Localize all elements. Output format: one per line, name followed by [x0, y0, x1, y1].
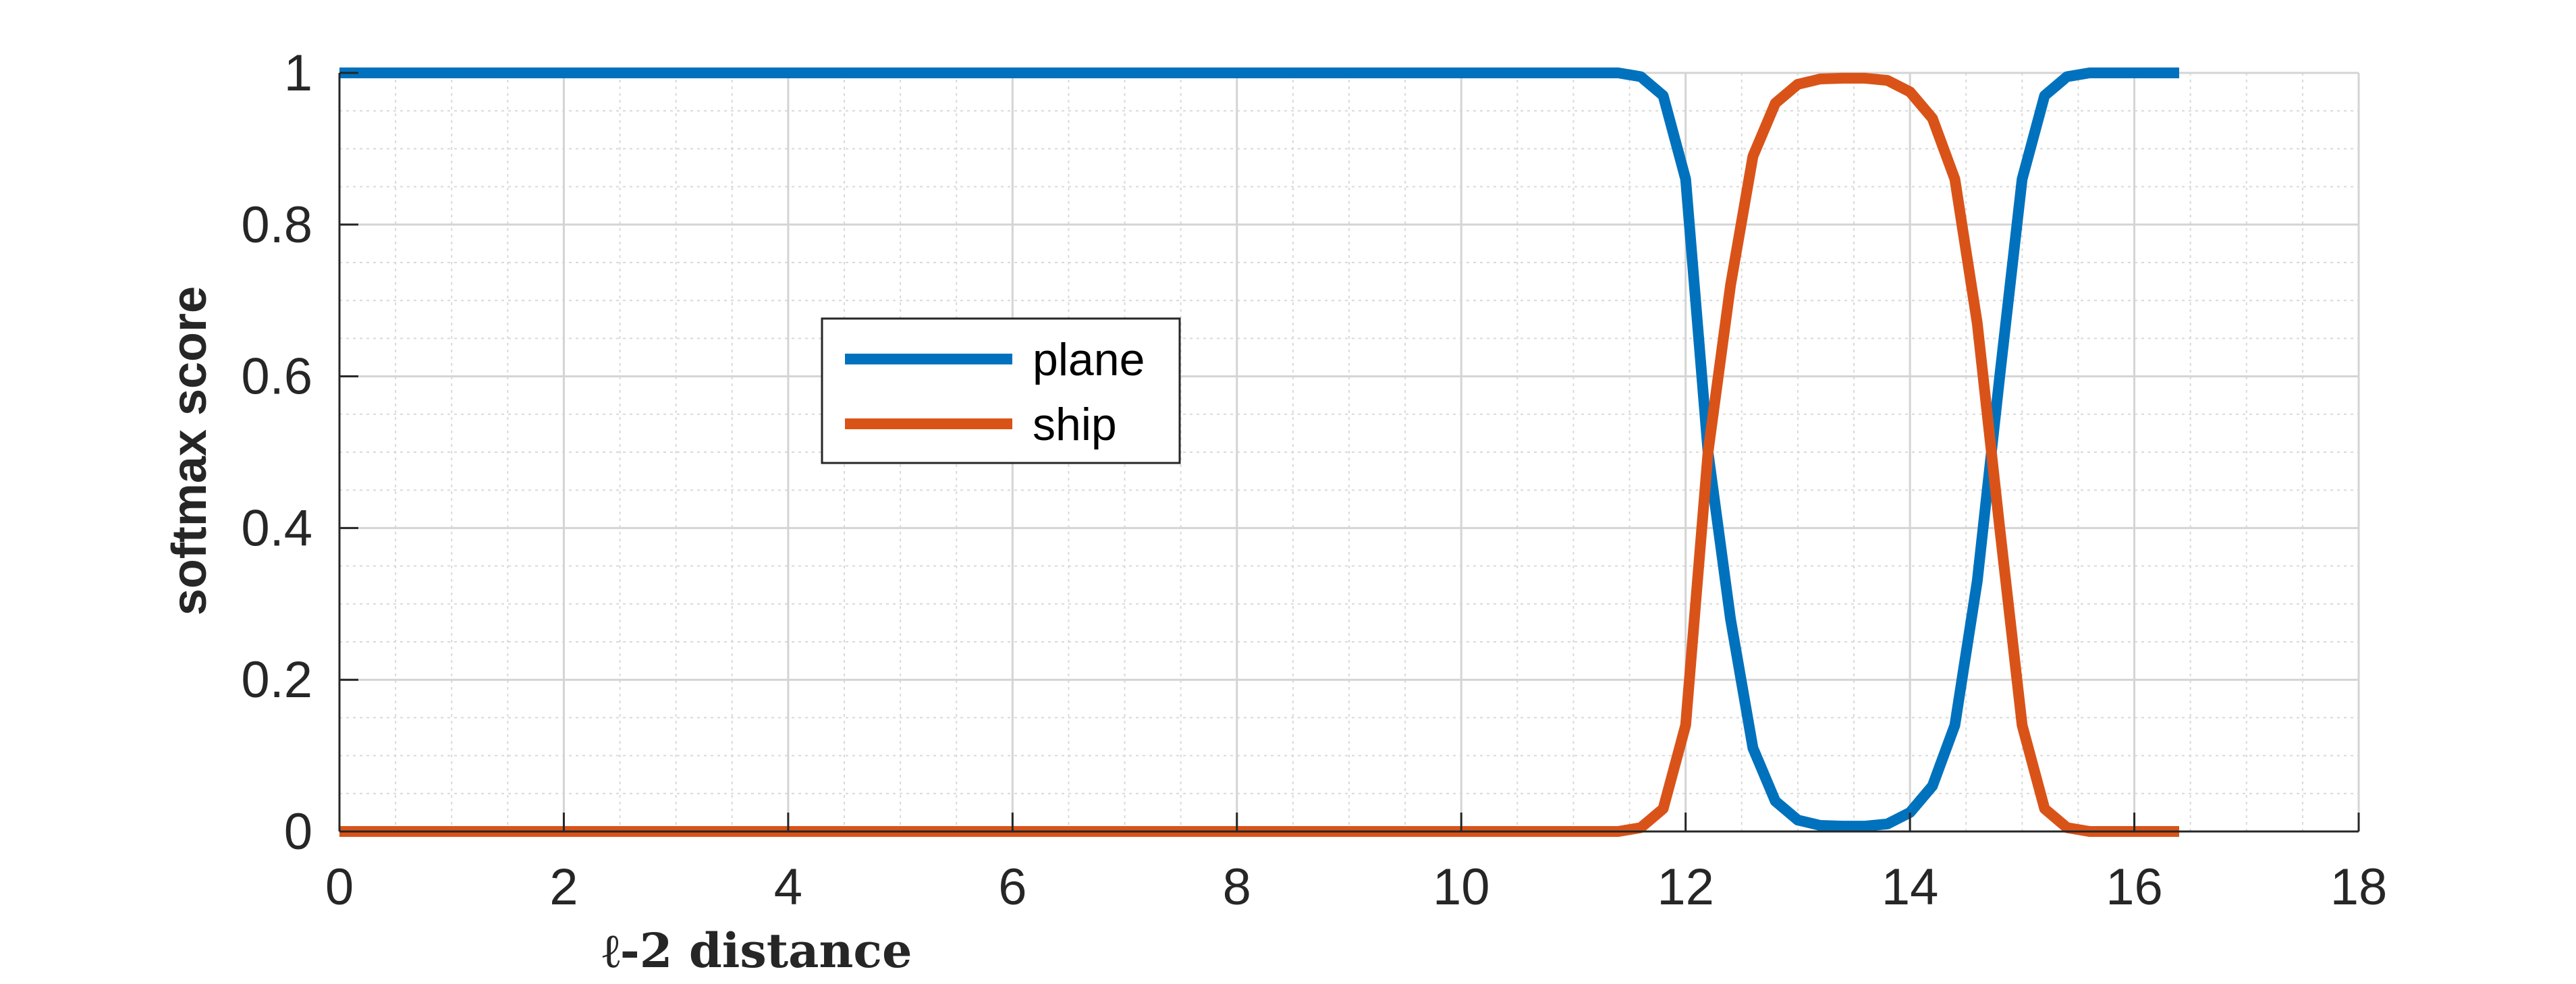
series-line-plane	[339, 67, 2179, 832]
x-tick-label: 18	[2330, 858, 2388, 916]
y-tick-label: 0.8	[241, 196, 312, 254]
x-tick-label: 14	[1882, 858, 1939, 916]
x-tick-label: 16	[2106, 858, 2163, 916]
x-tick-label: 0	[325, 858, 354, 916]
x-tick-label: 12	[1657, 858, 1714, 916]
y-tick-label: 1	[284, 45, 312, 102]
y-tick-label: 0.2	[241, 651, 312, 709]
x-tick-label: 4	[774, 858, 802, 916]
legend: plane ship	[821, 317, 1181, 464]
y-tick-label: 0.4	[241, 499, 312, 557]
y-tick-label: 0.6	[241, 348, 312, 406]
y-axis-label: softmax score	[163, 286, 217, 616]
x-tick-label: 6	[998, 858, 1026, 916]
x-axis-label: ℓ-2 distance	[602, 923, 912, 979]
minor-grid	[339, 72, 2359, 832]
x-tick-label: 8	[1223, 858, 1251, 916]
y-tick-labels: 0 0.2 0.4 0.6 0.8 1	[241, 45, 312, 860]
axes	[338, 72, 2360, 833]
series-line-ship	[339, 72, 2179, 837]
legend-label-ship: ship	[1033, 399, 1117, 450]
legend-label-plane: plane	[1033, 334, 1145, 385]
x-tick-labels: 0 2 4 6 8 10 12 14 16 18	[325, 858, 2387, 916]
y-tick-label: 0	[284, 803, 312, 860]
legend-box	[821, 317, 1181, 464]
series-layer	[339, 67, 2179, 837]
x-tick-label: 10	[1433, 858, 1490, 916]
x-tick-label: 2	[549, 858, 578, 916]
